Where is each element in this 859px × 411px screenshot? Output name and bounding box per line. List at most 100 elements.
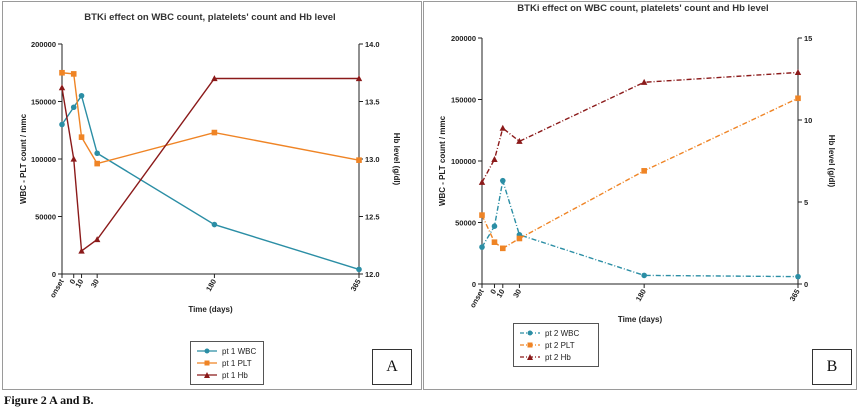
legend-a: pt 1 WBC pt 1 PLT pt 1 Hb	[190, 341, 264, 385]
chart-title: BTKi effect on WBC count, platelets' cou…	[517, 3, 768, 14]
data-point	[211, 129, 218, 136]
data-point	[78, 92, 85, 99]
data-point	[94, 160, 100, 167]
legend-item: pt 1 PLT	[196, 357, 258, 369]
data-point	[794, 69, 802, 76]
data-point	[211, 221, 218, 228]
series-line	[61, 77, 359, 253]
legend-label: pt 2 PLT	[545, 340, 575, 350]
legend-item: pt 1 Hb	[196, 369, 258, 381]
data-point	[795, 273, 801, 280]
legend-item: pt 2 Hb	[519, 351, 593, 363]
panel-b	[423, 1, 857, 390]
x-tick-label: 180	[634, 288, 648, 303]
panel-a	[2, 1, 422, 390]
x-tick-label: 10	[495, 287, 507, 299]
legend-marker-circle-icon	[197, 348, 217, 354]
data-point	[499, 124, 506, 131]
data-point	[516, 235, 523, 242]
data-point	[59, 121, 65, 128]
y2-tick-label: 0	[804, 280, 808, 289]
y-axis-title: WBC - PLT count / mmc	[438, 115, 447, 206]
x-tick-label: 30	[511, 288, 523, 300]
x-tick-label: 30	[89, 278, 101, 290]
data-point	[94, 150, 100, 157]
data-point	[640, 78, 648, 85]
data-point	[491, 155, 498, 162]
data-point	[491, 223, 498, 229]
x-axis-title: Time (days)	[188, 305, 233, 314]
y-tick-label: 200000	[451, 34, 476, 43]
x-tick-label: 365	[788, 288, 802, 303]
data-point	[478, 178, 486, 185]
y-tick-label: 50000	[35, 213, 56, 222]
x-tick-label: 0	[488, 288, 498, 296]
legend-label: pt 1 PLT	[222, 358, 252, 368]
y-tick-label: 150000	[31, 98, 56, 107]
legend-marker-circle-icon	[520, 330, 540, 336]
panel-label-text: B	[826, 358, 838, 375]
x-tick-label: 0	[68, 278, 78, 286]
data-point	[795, 95, 801, 102]
y-tick-label: 0	[472, 280, 476, 289]
x-tick-label: 10	[73, 278, 85, 290]
data-point	[78, 134, 85, 140]
y-axis-title: WBC - PLT count / mmc	[19, 113, 28, 204]
series-line	[481, 97, 799, 250]
data-point	[499, 245, 506, 252]
data-point	[479, 244, 485, 250]
data-point	[356, 157, 362, 163]
legend-marker-square-icon	[520, 342, 540, 348]
data-point	[641, 272, 647, 279]
y2-tick-label: 13.5	[365, 98, 380, 107]
legend-label: pt 1 WBC	[222, 346, 257, 356]
data-point	[479, 212, 485, 218]
y-tick-label: 200000	[31, 40, 56, 49]
panel-label-a: A	[372, 349, 412, 385]
legend-item: pt 1 WBC	[196, 345, 258, 357]
data-point	[70, 71, 77, 77]
y2-tick-label: 13.0	[365, 155, 380, 164]
data-point	[58, 84, 66, 91]
data-point	[93, 236, 101, 243]
data-point	[356, 266, 362, 273]
series-line	[481, 180, 799, 278]
y2-tick-label: 14.0	[365, 40, 380, 49]
data-point	[491, 239, 498, 245]
y-tick-label: 100000	[451, 157, 476, 166]
y2-tick-label: 12.5	[365, 213, 380, 222]
legend-item: pt 2 PLT	[519, 339, 593, 351]
legend-b: pt 2 WBC pt 2 PLT pt 2 Hb	[513, 323, 599, 367]
legend-marker-triangle-icon	[520, 354, 540, 360]
panel-label-text: A	[386, 358, 398, 375]
y-tick-label: 100000	[31, 155, 56, 164]
data-point	[499, 177, 506, 184]
data-point	[70, 155, 77, 162]
y2-tick-label: 5	[804, 198, 808, 207]
legend-marker-triangle-icon	[197, 372, 217, 378]
legend-label: pt 1 Hb	[222, 370, 248, 380]
data-point	[355, 75, 363, 82]
data-point	[78, 247, 85, 254]
y-tick-label: 0	[52, 270, 56, 279]
y-tick-label: 50000	[455, 219, 476, 228]
data-point	[70, 104, 77, 111]
series-line	[61, 94, 360, 271]
legend-label: pt 2 WBC	[545, 328, 580, 338]
data-point	[211, 75, 218, 82]
y2-tick-label: 15	[804, 34, 812, 43]
legend-item: pt 2 WBC	[519, 327, 593, 339]
chart-title: BTKi effect on WBC count, platelets' cou…	[84, 12, 335, 23]
series-line	[481, 71, 799, 183]
y2-tick-label: 10	[804, 116, 812, 125]
legend-label: pt 2 Hb	[545, 352, 571, 362]
data-point	[516, 137, 523, 144]
data-point	[641, 168, 647, 174]
panel-label-b: B	[812, 349, 852, 385]
figure-caption: Figure 2 A and B.	[4, 393, 94, 407]
x-axis-title: Time (days)	[618, 315, 663, 324]
y2-axis-title: Hb level (g/dl)	[827, 135, 836, 188]
y-tick-label: 150000	[451, 96, 476, 105]
y2-tick-label: 12.0	[365, 270, 380, 279]
